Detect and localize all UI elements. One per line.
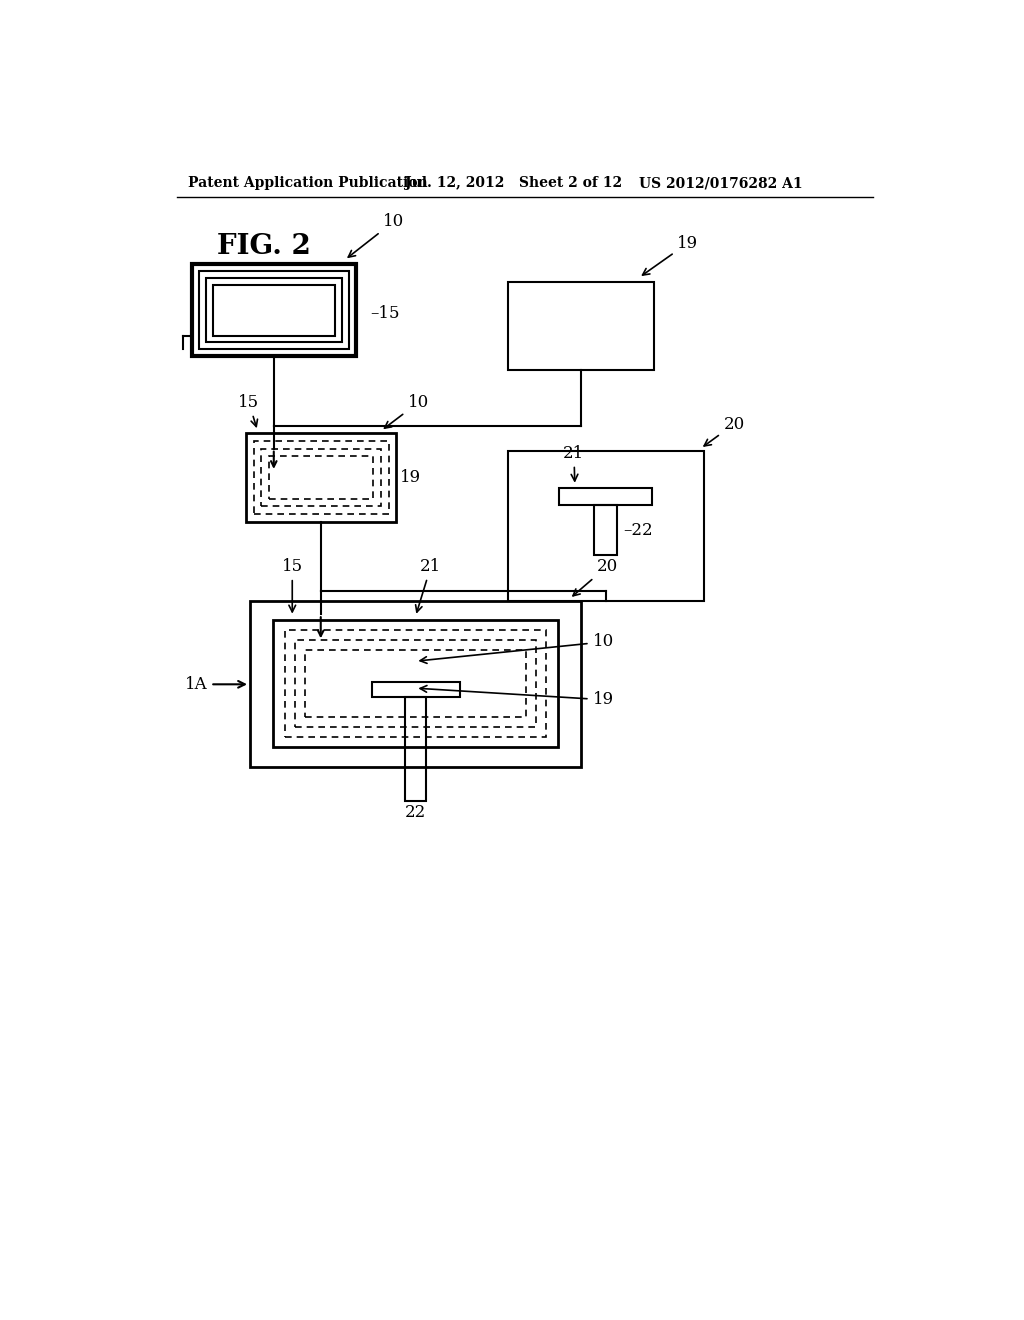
Text: 20: 20 (705, 416, 744, 446)
Text: 10: 10 (420, 634, 613, 664)
Bar (254, 441, 388, 515)
Bar (508, 451, 705, 601)
Text: Jul. 12, 2012   Sheet 2 of 12: Jul. 12, 2012 Sheet 2 of 12 (406, 176, 623, 190)
Bar (273, 620, 558, 747)
Text: 10: 10 (384, 393, 429, 428)
Bar (304, 651, 526, 718)
Bar (269, 457, 373, 499)
Bar (404, 697, 426, 801)
Bar (594, 506, 617, 554)
Text: –22: –22 (624, 521, 653, 539)
Text: 19: 19 (642, 235, 698, 275)
Text: 19: 19 (400, 470, 421, 487)
Bar (285, 631, 547, 738)
Bar (213, 285, 336, 335)
Bar (246, 433, 396, 521)
Bar (206, 277, 342, 342)
Bar (193, 264, 356, 356)
Text: US 2012/0176282 A1: US 2012/0176282 A1 (639, 176, 803, 190)
Text: 21: 21 (416, 558, 441, 612)
Text: 10: 10 (348, 213, 404, 257)
Bar (199, 271, 349, 350)
Text: FIG. 2: FIG. 2 (217, 234, 310, 260)
Bar (559, 488, 652, 506)
Text: Patent Application Publication: Patent Application Publication (188, 176, 428, 190)
Text: 20: 20 (573, 558, 617, 595)
Text: 19: 19 (420, 685, 613, 709)
Bar (508, 281, 654, 370)
Text: 15: 15 (239, 393, 259, 426)
Text: 15: 15 (282, 558, 303, 612)
Text: 22: 22 (404, 804, 426, 821)
Text: 1A: 1A (185, 676, 245, 693)
Bar (261, 449, 381, 507)
Bar (250, 601, 581, 767)
Bar (295, 640, 537, 727)
Text: 21: 21 (563, 445, 585, 480)
Text: –15: –15 (370, 305, 399, 322)
Bar (372, 682, 460, 697)
